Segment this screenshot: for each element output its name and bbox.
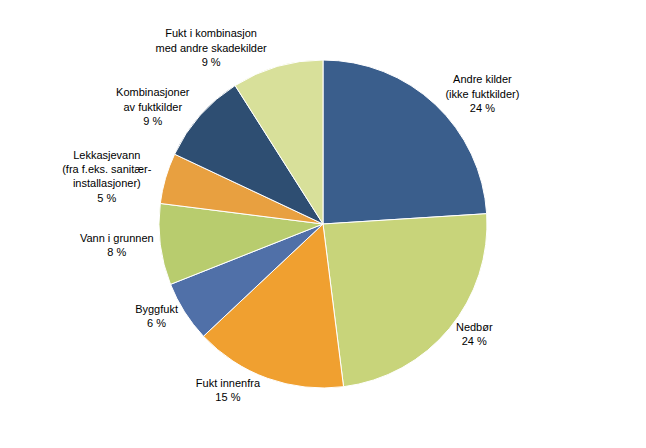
svg-text:Fukt innenfra15 %: Fukt innenfra15 % [196,377,261,403]
svg-text:Fukt i kombinasjonmed andre sk: Fukt i kombinasjonmed andre skadekilder9… [155,27,267,68]
svg-text:Vann i grunnen8 %: Vann i grunnen8 % [80,232,154,258]
svg-text:Lekkasjevann(fra f.eks. sanitæ: Lekkasjevann(fra f.eks. sanitær-installa… [62,149,152,204]
svg-text:Kombinasjonerav fuktkilder9 %: Kombinasjonerav fuktkilder9 % [116,86,190,127]
svg-text:Nedbør24 %: Nedbør24 % [456,321,493,347]
svg-text:Andre kilder(ikke fuktkilder)2: Andre kilder(ikke fuktkilder)24 % [445,73,519,114]
svg-text:Byggfukt6 %: Byggfukt6 % [135,303,178,329]
